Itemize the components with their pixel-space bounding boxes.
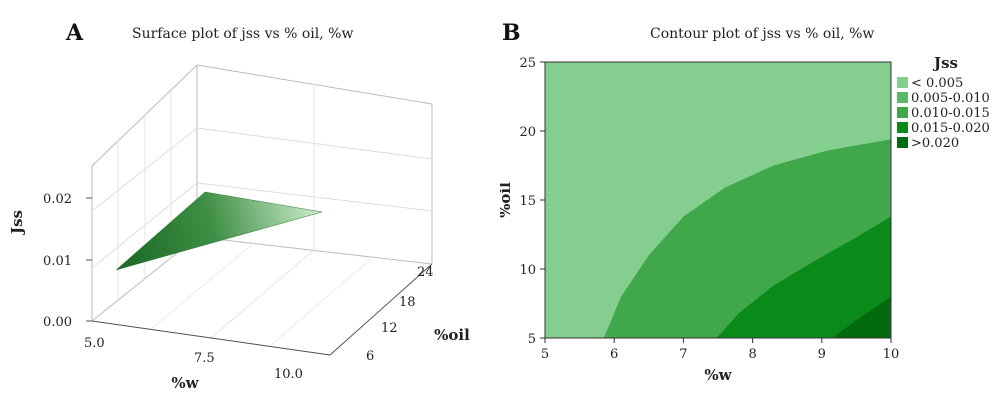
y-tick-label: 10 xyxy=(519,263,536,278)
z-axis-label: Jss xyxy=(8,210,26,236)
y-axis-label: %oil xyxy=(500,182,514,218)
panel-letter-a: A xyxy=(66,20,84,46)
contour-regions xyxy=(545,62,891,338)
x-tick-label: 6 xyxy=(610,347,618,362)
x-tick-label: 5 xyxy=(541,347,549,362)
contour-plot-title: Contour plot of jss vs % oil, %w xyxy=(650,26,875,42)
legend-swatch xyxy=(897,122,908,133)
legend: Jss < 0.0050.005-0.0100.010-0.0150.015-0… xyxy=(897,54,990,151)
oil-axis-label: %oil xyxy=(434,326,470,344)
z-tick-label: 0.01 xyxy=(43,254,72,269)
x-tick-label: 10 xyxy=(883,347,900,362)
oil-tick-label: 12 xyxy=(381,321,398,336)
surface-plot: 0.00 0.01 0.02 Jss 5.0 7.5 10.0 %w 6 12 … xyxy=(8,64,470,392)
legend-label: 0.010-0.015 xyxy=(911,106,990,121)
contour-region xyxy=(832,296,891,338)
legend-label: < 0.005 xyxy=(911,76,963,91)
x-axis-label: %w xyxy=(171,374,199,392)
surface-plot-panel: A Surface plot of jss vs % oil, %w xyxy=(8,20,470,392)
z-tick-label: 0.02 xyxy=(43,192,72,207)
oil-axis: 6 12 18 24 %oil xyxy=(329,263,470,364)
x-axis: 5.0 7.5 10.0 %w xyxy=(84,320,331,392)
oil-tick-label: 6 xyxy=(366,349,374,364)
x-tick-label: 7.5 xyxy=(194,351,215,366)
legend-swatch xyxy=(897,107,908,118)
oil-tick-label: 18 xyxy=(399,295,416,310)
x-tick-label: 10.0 xyxy=(274,367,303,382)
legend-label: 0.005-0.010 xyxy=(911,91,990,106)
legend-swatch xyxy=(897,77,908,88)
y-tick-label: 20 xyxy=(519,125,536,140)
z-tick-label: 0.00 xyxy=(43,315,72,330)
x-tick-label: 5.0 xyxy=(84,336,105,351)
x-tick-label: 8 xyxy=(748,347,756,362)
z-axis: 0.00 0.01 0.02 Jss xyxy=(8,192,92,330)
x-tick-label: 9 xyxy=(818,347,826,362)
x-ticks: 5 6 7 8 9 10 xyxy=(541,338,899,362)
contour-region xyxy=(716,216,891,338)
oil-tick-label: 24 xyxy=(417,265,434,280)
y-tick-label: 25 xyxy=(519,56,536,71)
legend-title: Jss xyxy=(932,54,958,72)
contour-plot-panel: B Contour plot of jss vs % oil, %w 5 6 7 8 9… xyxy=(500,0,1000,401)
legend-label: >0.020 xyxy=(911,136,959,151)
x-tick-label: 7 xyxy=(679,347,687,362)
y-tick-label: 15 xyxy=(519,194,536,209)
y-ticks: 5 10 15 20 25 xyxy=(519,56,545,347)
legend-label: 0.015-0.020 xyxy=(911,121,990,136)
legend-swatch xyxy=(897,92,908,103)
surface-plot-title: Surface plot of jss vs % oil, %w xyxy=(132,26,354,42)
response-surface xyxy=(115,191,323,271)
box-frame xyxy=(91,64,433,356)
legend-swatch xyxy=(897,137,908,148)
y-tick-label: 5 xyxy=(528,332,536,347)
x-axis-label: %w xyxy=(704,366,732,384)
panel-letter-b: B xyxy=(502,20,521,46)
